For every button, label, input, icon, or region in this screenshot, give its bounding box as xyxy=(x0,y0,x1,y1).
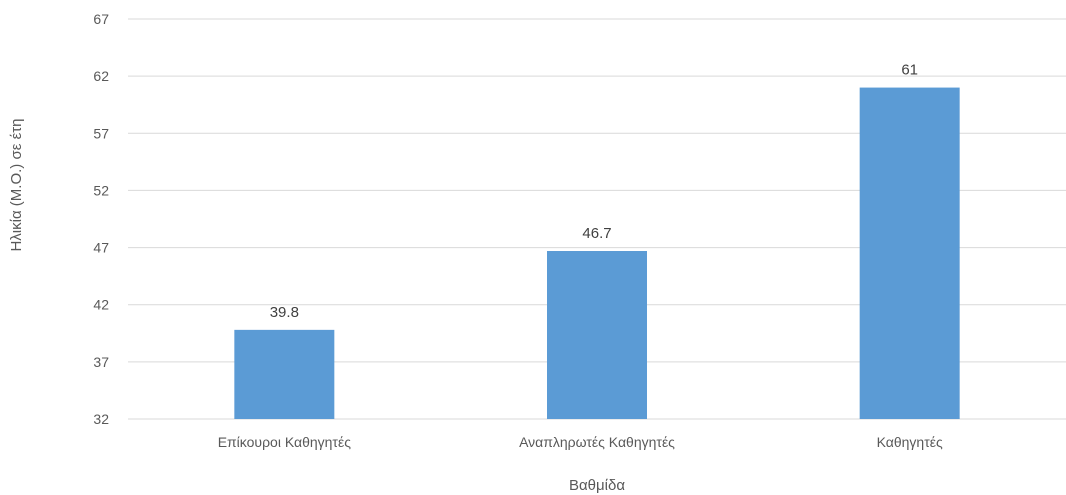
y-tick-label: 57 xyxy=(93,125,109,141)
bar xyxy=(234,329,335,419)
y-tick-label: 62 xyxy=(93,68,109,84)
x-tick-label: Καθηγητές xyxy=(877,434,943,450)
data-labels: 39.8 46.7 61 xyxy=(270,62,918,321)
bars xyxy=(234,87,960,420)
data-label: 39.8 xyxy=(270,304,299,321)
x-axis-title: Βαθμίδα xyxy=(569,477,625,494)
y-tick-label: 32 xyxy=(93,411,109,427)
data-label: 61 xyxy=(901,62,918,79)
y-axis-ticks: 32 37 42 47 52 57 62 67 xyxy=(93,11,109,427)
x-tick-label: Επίκουροι Καθηγητές xyxy=(218,434,352,450)
x-axis-ticks: Επίκουροι Καθηγητές Αναπληρωτές Καθηγητές… xyxy=(218,434,943,450)
x-tick-label: Αναπληρωτές Καθηγητές xyxy=(519,434,675,450)
bar xyxy=(547,251,647,419)
bar xyxy=(859,87,960,420)
y-tick-label: 52 xyxy=(93,182,109,198)
y-tick-label: 67 xyxy=(93,11,109,27)
y-tick-label: 47 xyxy=(93,240,109,256)
y-tick-label: 42 xyxy=(93,297,109,313)
data-label: 46.7 xyxy=(582,225,611,242)
y-tick-label: 37 xyxy=(93,354,109,370)
y-axis-title: Ηλικία (Μ.Ο.) σε έτη xyxy=(8,118,25,251)
